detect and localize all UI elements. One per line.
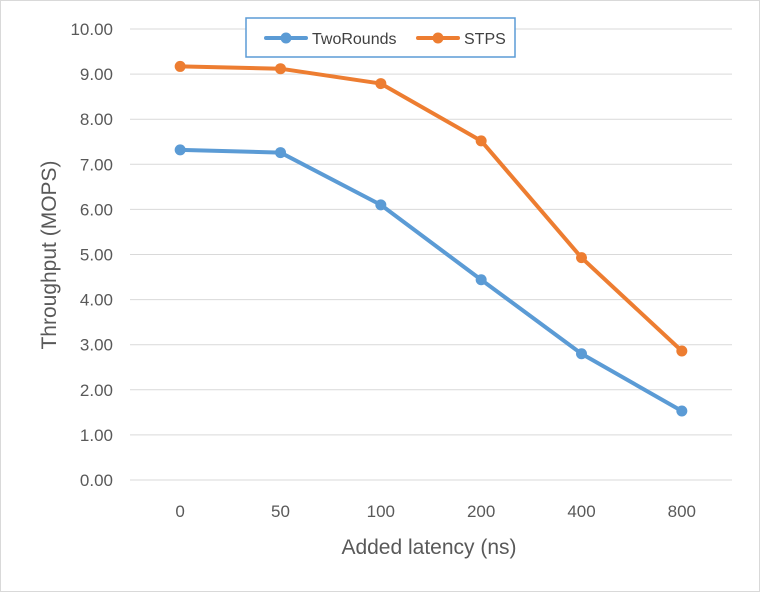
data-point-stps	[174, 60, 186, 72]
data-point-tworounds	[475, 274, 487, 286]
legend-marker-stps	[432, 32, 444, 44]
data-point-stps	[275, 63, 286, 75]
series-line-stps	[178, 64, 684, 354]
legend-marker-tworounds	[280, 32, 292, 44]
y-tick-label: 1.00	[80, 426, 113, 445]
data-point-stps	[676, 345, 688, 357]
data-point-tworounds	[275, 147, 286, 159]
y-tick-label: 0.00	[80, 471, 113, 490]
legend: TwoRounds STPS	[245, 17, 516, 58]
x-tick-label: 0	[175, 502, 184, 521]
gridlines	[130, 28, 732, 481]
data-point-stps	[475, 135, 487, 147]
y-axis-title: Throughput (MOPS)	[38, 160, 61, 349]
y-tick-label: 2.00	[80, 381, 113, 400]
x-tick-label: 100	[367, 502, 395, 521]
y-tick-label: 6.00	[80, 200, 113, 219]
x-tick-label: 400	[567, 502, 595, 521]
data-point-tworounds	[174, 144, 186, 156]
x-tick-label: 800	[668, 502, 696, 521]
y-tick-label: 10.00	[70, 20, 113, 39]
y-tick-label: 9.00	[80, 65, 113, 84]
data-point-tworounds	[375, 199, 387, 211]
data-point-tworounds	[576, 348, 587, 360]
legend-label-stps: STPS	[464, 31, 506, 48]
x-tick-labels: 0 50 100 200 400 800	[175, 502, 696, 521]
data-point-tworounds	[676, 405, 688, 417]
legend-label-tworounds: TwoRounds	[312, 31, 397, 48]
x-tick-label: 200	[467, 502, 495, 521]
data-point-stps	[375, 78, 387, 90]
y-tick-labels: 0.00 1.00 2.00 3.00 4.00 5.00 6.00 7.00 8.00 9.00…	[70, 20, 113, 490]
series-layer	[174, 60, 688, 417]
y-tick-label: 8.00	[80, 110, 113, 129]
y-tick-label: 3.00	[80, 336, 113, 355]
y-tick-label: 4.00	[80, 291, 113, 310]
y-tick-label: 5.00	[80, 246, 113, 265]
x-axis-title: Added latency (ns)	[341, 536, 516, 559]
data-point-stps	[576, 252, 587, 264]
y-tick-label: 7.00	[80, 155, 113, 174]
x-tick-label: 50	[271, 502, 290, 521]
series-line-tworounds	[178, 147, 684, 413]
